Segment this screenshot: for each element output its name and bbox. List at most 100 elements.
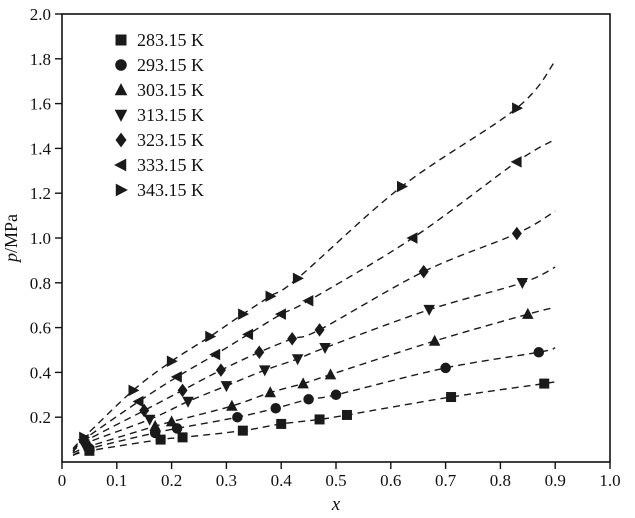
fit-curve-283.15K bbox=[72, 380, 557, 456]
legend-marker-diamond bbox=[115, 132, 127, 148]
series-marker-triangle-left bbox=[209, 348, 221, 361]
series-marker-triangle-up bbox=[428, 334, 441, 346]
series-marker-square bbox=[237, 425, 248, 436]
series-marker-diamond bbox=[177, 383, 188, 398]
series-marker-triangle-right bbox=[205, 330, 217, 343]
series-marker-triangle-down bbox=[423, 304, 435, 316]
legend-marker-triangle-up bbox=[114, 83, 128, 96]
series-marker-triangle-up bbox=[324, 368, 337, 380]
series-marker-triangle-up bbox=[83, 440, 96, 452]
series-marker-circle bbox=[303, 394, 314, 405]
series-marker-triangle-up bbox=[226, 399, 238, 411]
series-marker-diamond bbox=[314, 323, 325, 337]
series-marker-triangle-down bbox=[143, 414, 156, 426]
series-marker-circle bbox=[533, 346, 545, 358]
y-axis-tick-label: 0.6 bbox=[30, 319, 51, 338]
x-axis-tick-label: 0.1 bbox=[106, 471, 127, 490]
fit-curve-293.15K bbox=[72, 347, 556, 456]
series-marker-diamond bbox=[254, 345, 265, 359]
series-marker-circle bbox=[232, 411, 243, 423]
legend-marker-triangle-down bbox=[114, 109, 128, 122]
x-axis-tick-label: 0 bbox=[58, 471, 67, 490]
legend-label: 283.15 K bbox=[137, 30, 204, 50]
fit-curve-343.15K bbox=[72, 60, 556, 450]
legend-label: 333.15 K bbox=[137, 155, 204, 175]
fit-curve-333.15K bbox=[72, 138, 556, 452]
series-marker-triangle-right bbox=[128, 384, 140, 397]
series-marker-circle bbox=[270, 402, 281, 414]
series-marker-triangle-down bbox=[182, 396, 194, 408]
series-marker-triangle-down bbox=[259, 365, 271, 377]
legend-label: 343.15 K bbox=[137, 180, 204, 200]
series-marker-triangle-down bbox=[291, 354, 304, 366]
y-axis-tick-label: 0.2 bbox=[30, 408, 51, 427]
y-axis-tick-label: 1.8 bbox=[30, 50, 51, 69]
series-marker-triangle-left bbox=[170, 371, 182, 383]
y-axis-tick-label: 1.0 bbox=[30, 229, 51, 248]
legend-marker-circle bbox=[115, 59, 127, 71]
series-marker-square bbox=[341, 409, 352, 420]
series-marker-triangle-right bbox=[265, 290, 277, 302]
series-marker-triangle-down bbox=[220, 381, 233, 393]
series-marker-square bbox=[539, 378, 550, 389]
legend-marker-square bbox=[115, 34, 127, 46]
series-marker-triangle-up bbox=[149, 419, 161, 431]
series-marker-triangle-up bbox=[165, 415, 178, 427]
y-axis-label: p/MPa bbox=[1, 214, 21, 264]
fit-curve-303.15K bbox=[72, 306, 556, 454]
legend-label: 313.15 K bbox=[137, 105, 204, 125]
y-axis-tick-label: 0.8 bbox=[30, 274, 51, 293]
series-marker-square bbox=[155, 434, 166, 445]
legend-label: 323.15 K bbox=[137, 130, 204, 150]
legend-label: 293.15 K bbox=[137, 55, 204, 75]
series-marker-triangle-right bbox=[512, 102, 524, 114]
x-axis-tick-label: 0.4 bbox=[271, 471, 293, 490]
series-marker-square bbox=[314, 414, 325, 425]
series-marker-diamond bbox=[139, 403, 150, 418]
series-marker-triangle-up bbox=[522, 307, 534, 319]
x-axis-tick-label: 0.5 bbox=[325, 471, 346, 490]
series-marker-triangle-up bbox=[297, 377, 309, 389]
series-marker-triangle-left bbox=[242, 328, 254, 341]
series-marker-diamond bbox=[418, 264, 429, 279]
series-marker-triangle-down bbox=[516, 278, 529, 290]
y-axis-tick-label: 0.4 bbox=[30, 363, 52, 382]
series-marker-triangle-right bbox=[166, 355, 178, 367]
x-axis-tick-label: 0.3 bbox=[216, 471, 237, 490]
fit-curve-313.15K bbox=[72, 266, 556, 454]
x-axis-label: x bbox=[331, 494, 341, 515]
fit-curve-323.15K bbox=[72, 210, 556, 452]
series-marker-diamond bbox=[511, 226, 522, 241]
series-marker-square bbox=[276, 418, 287, 429]
x-axis-tick-label: 0.6 bbox=[380, 471, 401, 490]
y-axis-tick-label: 1.6 bbox=[30, 95, 51, 114]
legend-label: 303.15 K bbox=[137, 80, 204, 100]
series-marker-circle bbox=[440, 362, 451, 374]
series-marker-triangle-right bbox=[238, 308, 250, 320]
series-marker-square bbox=[446, 392, 457, 403]
x-axis-tick-label: 1.0 bbox=[599, 471, 620, 490]
x-axis-tick-label: 0.8 bbox=[490, 471, 511, 490]
x-axis-tick-label: 0.7 bbox=[435, 471, 457, 490]
series-marker-triangle-left bbox=[406, 232, 418, 244]
series-marker-triangle-left bbox=[510, 156, 522, 168]
series-marker-triangle-right bbox=[292, 272, 304, 285]
y-axis-tick-label: 1.2 bbox=[30, 184, 51, 203]
series-marker-triangle-left bbox=[132, 395, 144, 408]
legend-marker-triangle-right bbox=[115, 183, 128, 197]
x-axis-tick-label: 0.2 bbox=[161, 471, 182, 490]
series-marker-diamond bbox=[287, 332, 298, 346]
series-marker-triangle-left bbox=[302, 294, 314, 307]
y-axis-tick-label: 1.4 bbox=[30, 139, 52, 158]
series-marker-triangle-right bbox=[79, 431, 91, 444]
x-axis-tick-label: 0.9 bbox=[545, 471, 566, 490]
series-marker-triangle-right bbox=[397, 180, 409, 193]
series-marker-circle bbox=[330, 389, 342, 401]
series-marker-diamond bbox=[215, 363, 226, 377]
series-marker-triangle-up bbox=[264, 386, 276, 398]
legend-marker-triangle-left bbox=[114, 158, 127, 172]
series-marker-triangle-left bbox=[274, 308, 286, 320]
series-marker-square bbox=[177, 432, 188, 443]
